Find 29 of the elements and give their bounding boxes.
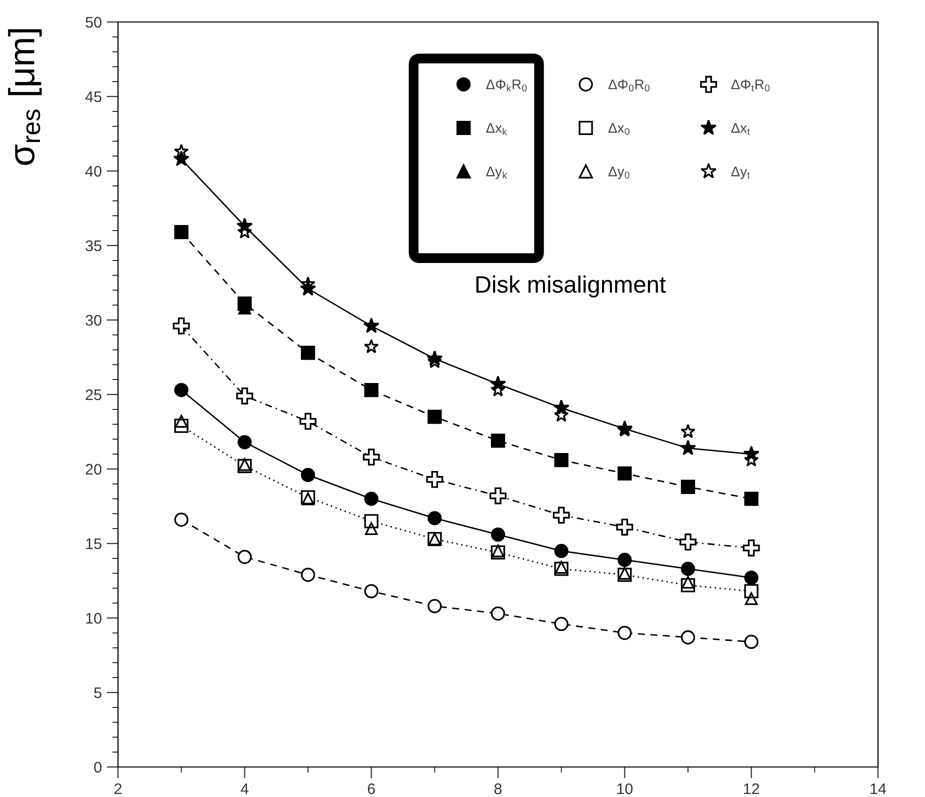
y-axis-title: σ$_{res}$ [μm]	[8, 29, 42, 165]
y-tick-label: 40	[85, 166, 102, 177]
legend-label: Δy$_{t}$	[731, 166, 750, 180]
legend-label: ΔΦ$_{k}$R$_{0}$	[486, 80, 527, 92]
legend-label: Δx$_{t}$	[731, 123, 750, 136]
legend-label: ΔΦ$_{0}$R$_{0}$	[608, 80, 650, 92]
x-tick-label: 10	[617, 783, 633, 794]
legend-label: Δy$_{k}$	[486, 166, 508, 180]
x-tick-label: 8	[494, 783, 502, 794]
x-tick-label: 14	[870, 784, 886, 794]
x-tick-label: 4	[240, 784, 248, 794]
y-tick-label: 10	[86, 612, 102, 624]
y-tick-label: 5	[94, 688, 102, 698]
y-tick-label: 30	[86, 314, 102, 326]
legend-label: Δx$_{k}$	[486, 123, 508, 135]
y-tick-label: 45	[85, 92, 102, 102]
y-tick-label: 35	[86, 240, 102, 252]
annotation: Disk misalignment	[476, 275, 666, 298]
x-tick-label: 12	[744, 783, 760, 794]
y-tick-label: 0	[94, 762, 102, 773]
legend-label: Δx$_{0}$	[608, 123, 630, 136]
x-tick-label: 2	[114, 783, 122, 794]
y-tick-label: 20	[86, 464, 102, 475]
y-tick-label: 25	[86, 389, 102, 400]
y-tick-label: 15	[86, 538, 102, 550]
legend-label: ΔΦ$_{t}$R$_{0}$	[731, 80, 770, 92]
legend-label: Δy$_{0}$	[608, 166, 630, 180]
x-tick-label: 6	[368, 783, 375, 794]
y-tick-label: 50	[86, 16, 102, 28]
